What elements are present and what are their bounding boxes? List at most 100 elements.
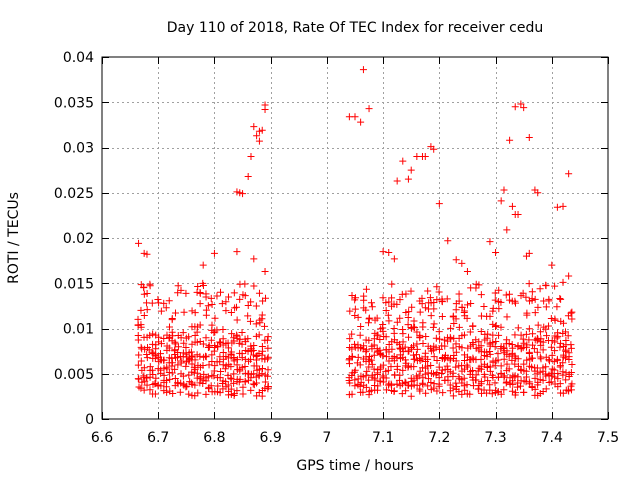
roti-point xyxy=(359,66,367,74)
roti-point xyxy=(187,348,195,356)
roti-point xyxy=(168,359,176,367)
roti-point xyxy=(433,368,441,376)
roti-point xyxy=(219,335,227,343)
roti-point xyxy=(503,360,511,368)
roti-point xyxy=(447,324,455,332)
roti-point xyxy=(502,291,510,299)
roti-point xyxy=(395,340,403,348)
roti-point xyxy=(433,357,441,365)
roti-point xyxy=(475,385,483,393)
roti-point xyxy=(214,343,222,351)
roti-point xyxy=(556,363,564,371)
roti-point xyxy=(393,354,401,362)
roti-point xyxy=(393,177,401,185)
roti-point xyxy=(233,303,241,311)
y-axis-label: ROTI / TECUs xyxy=(6,192,22,284)
x-tick-label: 7.4 xyxy=(541,430,563,446)
roti-point xyxy=(348,291,356,299)
roti-point xyxy=(368,303,376,311)
roti-point xyxy=(227,385,235,393)
roti-point xyxy=(536,376,544,384)
roti-point xyxy=(497,197,505,205)
roti-point xyxy=(419,319,427,327)
roti-point xyxy=(525,280,533,288)
roti-point xyxy=(360,296,368,304)
roti-point xyxy=(202,334,210,342)
roti-point xyxy=(525,378,533,386)
roti-point xyxy=(551,347,559,355)
roti-point xyxy=(553,334,561,342)
roti-point xyxy=(464,363,472,371)
roti-point xyxy=(480,302,488,310)
roti-point xyxy=(174,343,182,351)
roti-point xyxy=(183,382,191,390)
roti-point xyxy=(230,370,238,378)
roti-point xyxy=(401,356,409,364)
roti-point xyxy=(399,326,407,334)
roti-point xyxy=(253,132,261,140)
roti-point xyxy=(551,373,559,381)
roti-point xyxy=(216,338,224,346)
roti-point xyxy=(547,343,555,351)
roti-point xyxy=(356,382,364,390)
roti-point xyxy=(405,308,413,316)
roti-point xyxy=(491,323,499,331)
roti-point xyxy=(390,325,398,333)
roti-point xyxy=(166,375,174,383)
roti-point xyxy=(213,292,221,300)
roti-point xyxy=(239,190,247,198)
roti-point xyxy=(253,379,261,387)
roti-point xyxy=(182,289,190,297)
roti-point xyxy=(495,286,503,294)
roti-point xyxy=(219,325,227,333)
roti-point xyxy=(143,351,151,359)
roti-point xyxy=(208,351,216,359)
roti-point xyxy=(463,301,471,309)
roti-point xyxy=(384,311,392,319)
roti-point xyxy=(230,392,238,400)
roti-point xyxy=(191,365,199,373)
roti-point xyxy=(505,340,513,348)
roti-point xyxy=(236,295,244,303)
roti-point xyxy=(528,288,536,296)
roti-point xyxy=(357,118,365,126)
roti-point xyxy=(556,343,564,351)
x-axis-label: GPS time / hours xyxy=(296,458,413,474)
roti-point xyxy=(539,376,547,384)
roti-point xyxy=(376,346,384,354)
roti-point xyxy=(494,356,502,364)
roti-point xyxy=(351,311,359,319)
roti-point xyxy=(435,200,443,208)
roti-point xyxy=(455,290,463,298)
x-tick-label: 7.5 xyxy=(597,430,619,446)
roti-point xyxy=(385,317,393,325)
roti-point xyxy=(363,346,371,354)
roti-point xyxy=(204,302,212,310)
roti-point xyxy=(547,378,555,386)
y-tick-label: 0.035 xyxy=(54,95,94,111)
roti-point xyxy=(163,376,171,384)
roti-point xyxy=(449,344,457,352)
roti-point xyxy=(410,355,418,363)
roti-point xyxy=(467,300,475,308)
roti-point xyxy=(165,344,173,352)
roti-point xyxy=(458,303,466,311)
roti-point xyxy=(435,363,443,371)
roti-point xyxy=(385,248,393,256)
roti-point xyxy=(477,291,485,299)
roti-point xyxy=(511,391,519,399)
roti-point xyxy=(466,328,474,336)
roti-point xyxy=(402,290,410,298)
roti-point xyxy=(542,303,550,311)
roti-point xyxy=(432,334,440,342)
x-axis-tick-labels: 6.6 6.7 6.8 6.9 7 7.1 7.2 7.3 7.4 7.5 xyxy=(91,430,619,446)
roti-point xyxy=(346,307,354,315)
roti-point xyxy=(550,366,558,374)
roti-point xyxy=(348,390,356,398)
roti-point xyxy=(346,335,354,343)
roti-point xyxy=(188,307,196,315)
roti-point xyxy=(252,320,260,328)
roti-point xyxy=(561,328,569,336)
roti-point xyxy=(241,378,249,386)
x-tick-label: 7 xyxy=(322,430,331,446)
